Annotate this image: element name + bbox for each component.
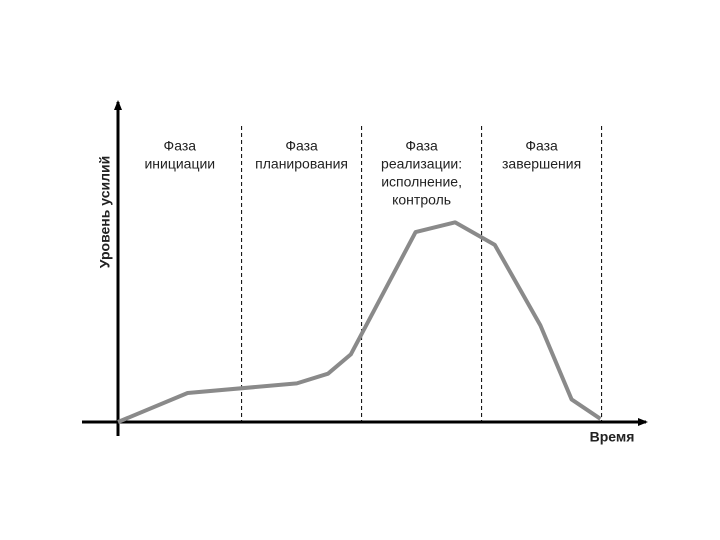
x-axis-title: Время: [590, 429, 635, 445]
phase-label: исполнение,: [381, 174, 462, 190]
y-axis-title: Уровень усилий: [97, 156, 113, 268]
phase-label: Фаза: [164, 138, 197, 154]
phase-label: Фаза: [405, 138, 438, 154]
phase-label: завершения: [502, 156, 581, 172]
phase-label: реализации:: [381, 156, 462, 172]
phase-label: контроль: [392, 192, 451, 208]
phase-label: Фаза: [525, 138, 558, 154]
phase-label: планирования: [255, 156, 348, 172]
phase-label: Фаза: [285, 138, 318, 154]
effort-line: [117, 220, 602, 424]
phase-label: инициации: [144, 156, 215, 172]
